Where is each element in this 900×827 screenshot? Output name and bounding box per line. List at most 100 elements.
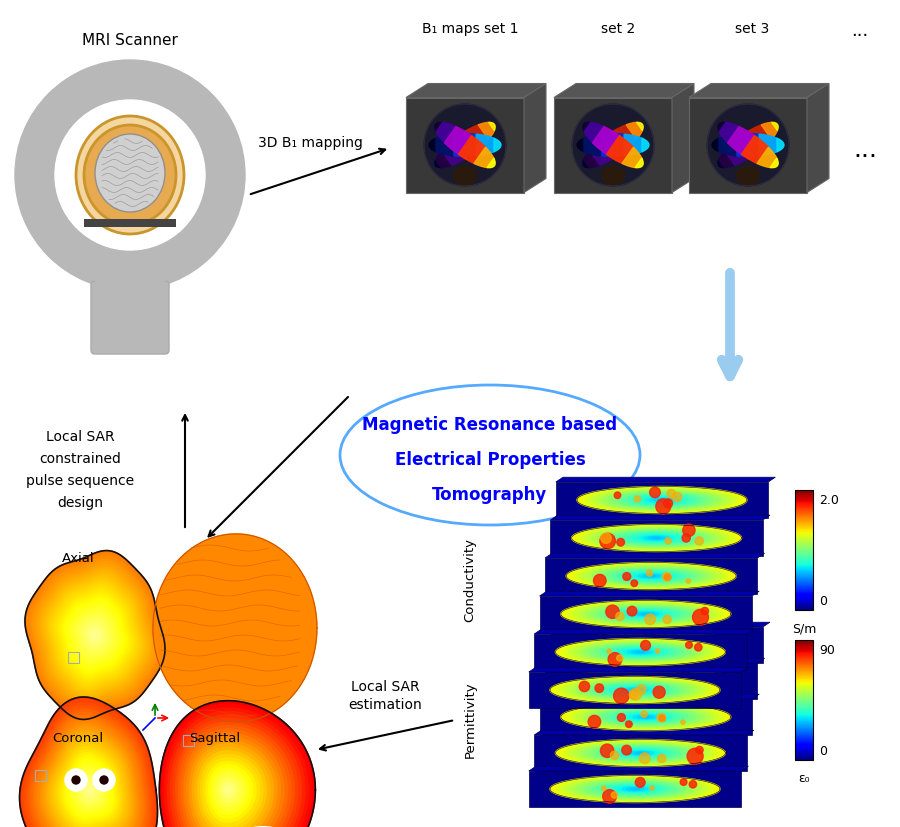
Polygon shape <box>600 673 702 689</box>
Polygon shape <box>636 496 688 504</box>
Polygon shape <box>618 786 652 791</box>
Polygon shape <box>27 553 163 717</box>
Circle shape <box>662 634 670 643</box>
Polygon shape <box>32 559 158 711</box>
Polygon shape <box>629 611 662 617</box>
Polygon shape <box>573 705 718 729</box>
Text: design: design <box>57 496 103 510</box>
Polygon shape <box>630 677 672 685</box>
Polygon shape <box>153 534 317 722</box>
Polygon shape <box>618 532 695 544</box>
Polygon shape <box>52 740 126 827</box>
Polygon shape <box>33 715 144 827</box>
Polygon shape <box>465 125 489 150</box>
Polygon shape <box>86 624 104 646</box>
Polygon shape <box>76 613 113 657</box>
Polygon shape <box>613 125 636 150</box>
Polygon shape <box>626 787 644 791</box>
Polygon shape <box>575 669 728 693</box>
Polygon shape <box>614 638 699 652</box>
Polygon shape <box>71 765 108 813</box>
Polygon shape <box>452 131 478 159</box>
Polygon shape <box>22 700 156 827</box>
Polygon shape <box>583 122 590 131</box>
Circle shape <box>696 746 703 753</box>
Polygon shape <box>598 746 683 760</box>
Polygon shape <box>551 515 770 520</box>
Polygon shape <box>562 678 707 701</box>
Polygon shape <box>167 711 305 827</box>
Circle shape <box>687 748 703 764</box>
Circle shape <box>611 681 619 689</box>
Circle shape <box>626 721 632 728</box>
Polygon shape <box>30 557 160 714</box>
Circle shape <box>658 644 667 653</box>
Polygon shape <box>570 602 723 626</box>
Text: 3D B₁ mapping: 3D B₁ mapping <box>257 136 363 150</box>
Polygon shape <box>69 762 111 815</box>
Polygon shape <box>629 715 662 719</box>
Circle shape <box>695 643 702 651</box>
Polygon shape <box>572 524 742 552</box>
Polygon shape <box>67 759 112 818</box>
Circle shape <box>601 533 611 543</box>
Polygon shape <box>628 495 696 505</box>
Polygon shape <box>589 782 681 796</box>
Polygon shape <box>62 595 128 674</box>
Polygon shape <box>577 642 704 662</box>
Ellipse shape <box>76 116 184 234</box>
Polygon shape <box>555 739 725 767</box>
Polygon shape <box>57 747 122 827</box>
Polygon shape <box>593 635 720 655</box>
Polygon shape <box>67 601 123 669</box>
Polygon shape <box>575 780 695 798</box>
Text: ε₀: ε₀ <box>798 772 810 785</box>
Polygon shape <box>611 748 670 758</box>
Polygon shape <box>642 138 649 151</box>
Polygon shape <box>607 491 717 509</box>
Ellipse shape <box>236 826 291 827</box>
Polygon shape <box>589 634 724 656</box>
Text: set 2: set 2 <box>601 22 635 36</box>
Polygon shape <box>550 676 720 704</box>
Circle shape <box>629 641 635 647</box>
Bar <box>554 98 672 193</box>
Circle shape <box>686 642 692 648</box>
Circle shape <box>629 691 637 699</box>
Polygon shape <box>36 719 142 827</box>
Polygon shape <box>580 526 734 550</box>
Polygon shape <box>24 703 153 827</box>
Polygon shape <box>636 122 644 131</box>
Polygon shape <box>606 784 665 794</box>
Polygon shape <box>586 605 706 624</box>
Polygon shape <box>777 138 784 151</box>
Text: 0: 0 <box>819 745 827 758</box>
Polygon shape <box>53 585 137 686</box>
Polygon shape <box>187 736 281 827</box>
Text: ...: ... <box>853 138 877 162</box>
Circle shape <box>644 632 655 643</box>
Polygon shape <box>613 675 689 687</box>
Ellipse shape <box>340 385 640 525</box>
Circle shape <box>72 776 80 784</box>
Polygon shape <box>612 609 680 619</box>
Polygon shape <box>570 705 723 729</box>
Circle shape <box>617 714 626 721</box>
Polygon shape <box>618 687 652 693</box>
Polygon shape <box>554 677 716 703</box>
Text: Tomography: Tomography <box>432 486 547 504</box>
Polygon shape <box>435 122 443 131</box>
Polygon shape <box>608 569 694 583</box>
Polygon shape <box>590 644 691 660</box>
Polygon shape <box>575 681 695 700</box>
Polygon shape <box>619 749 662 757</box>
Polygon shape <box>623 639 690 650</box>
Text: Sagittal: Sagittal <box>189 732 240 745</box>
Polygon shape <box>64 756 115 821</box>
Polygon shape <box>592 683 678 697</box>
Text: B₁ maps set 1: B₁ maps set 1 <box>422 22 518 36</box>
Polygon shape <box>689 84 829 98</box>
Circle shape <box>608 637 616 643</box>
Polygon shape <box>59 750 120 827</box>
Polygon shape <box>217 776 242 806</box>
